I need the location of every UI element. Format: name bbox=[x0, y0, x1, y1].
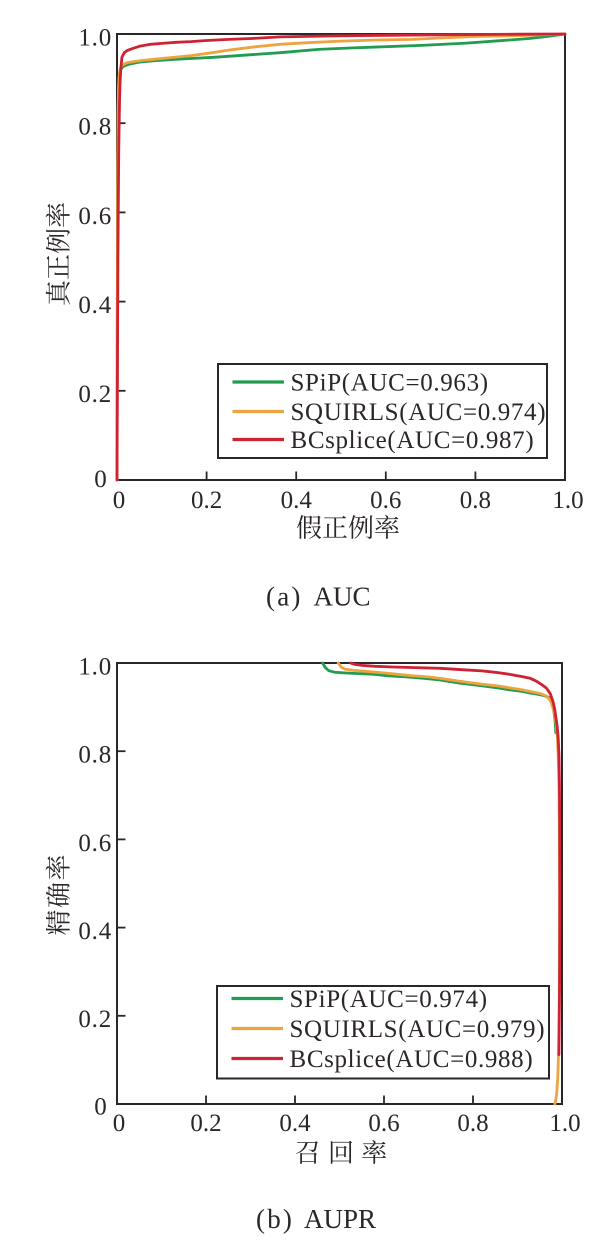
svg-text:SQUIRLS(AUC=0.974): SQUIRLS(AUC=0.974) bbox=[291, 399, 547, 426]
svg-text:0.2: 0.2 bbox=[190, 1110, 221, 1137]
svg-text:SPiP(AUC=0.963): SPiP(AUC=0.963) bbox=[291, 370, 489, 397]
svg-text:1.0: 1.0 bbox=[549, 1110, 580, 1137]
svg-text:0.8: 0.8 bbox=[78, 114, 112, 141]
svg-text:0.4: 0.4 bbox=[78, 292, 112, 319]
svg-text:(b)AUPR: (b) AUPR bbox=[256, 1204, 376, 1234]
svg-text:0.2: 0.2 bbox=[191, 487, 222, 514]
svg-text:0.2: 0.2 bbox=[78, 381, 112, 408]
svg-text:0.6: 0.6 bbox=[78, 203, 112, 230]
svg-text:SPiP(AUC=0.974): SPiP(AUC=0.974) bbox=[290, 986, 488, 1013]
svg-text:0.2: 0.2 bbox=[78, 1006, 112, 1033]
svg-text:SQUIRLS(AUC=0.979): SQUIRLS(AUC=0.979) bbox=[290, 1016, 546, 1043]
svg-text:1.0: 1.0 bbox=[552, 487, 583, 514]
svg-text:0: 0 bbox=[94, 466, 107, 493]
svg-text:0.6: 0.6 bbox=[368, 1110, 399, 1137]
svg-text:0.6: 0.6 bbox=[370, 487, 401, 514]
svg-text:1.0: 1.0 bbox=[78, 653, 112, 680]
svg-text:0: 0 bbox=[113, 487, 126, 514]
svg-text:0.8: 0.8 bbox=[457, 1110, 488, 1137]
svg-text:BCsplice(AUC=0.987): BCsplice(AUC=0.987) bbox=[291, 427, 535, 454]
svg-text:0.6: 0.6 bbox=[78, 830, 112, 857]
svg-text:0.4: 0.4 bbox=[281, 487, 313, 514]
svg-text:0.4: 0.4 bbox=[78, 918, 112, 945]
svg-text:0.8: 0.8 bbox=[460, 487, 491, 514]
svg-text:BCsplice(AUC=0.988): BCsplice(AUC=0.988) bbox=[290, 1046, 534, 1073]
svg-text:1.0: 1.0 bbox=[78, 24, 112, 51]
svg-text:0.8: 0.8 bbox=[78, 742, 112, 769]
svg-text:0: 0 bbox=[113, 1110, 126, 1137]
svg-text:0: 0 bbox=[94, 1094, 107, 1121]
svg-text:(a)AUC: (a) AUC bbox=[266, 582, 371, 612]
svg-text:0.4: 0.4 bbox=[279, 1110, 311, 1137]
